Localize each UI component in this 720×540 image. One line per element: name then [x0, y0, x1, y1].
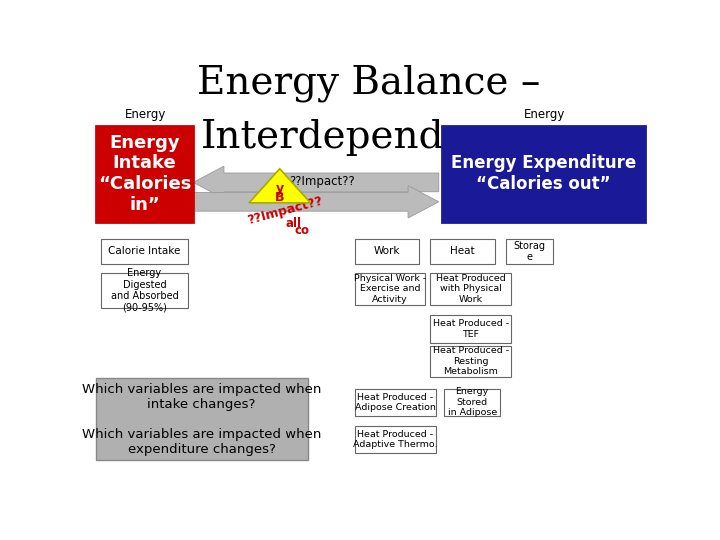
Text: Energy: Energy — [125, 108, 166, 121]
Text: ??Impact??: ??Impact?? — [246, 194, 325, 227]
Text: Which variables are impacted when
intake changes?

Which variables are impacted : Which variables are impacted when intake… — [82, 383, 321, 456]
FancyBboxPatch shape — [355, 273, 425, 305]
FancyBboxPatch shape — [441, 126, 645, 221]
Text: ??Impact??: ??Impact?? — [289, 175, 354, 188]
Text: Calorie Intake: Calorie Intake — [108, 246, 181, 256]
FancyArrow shape — [193, 186, 438, 218]
FancyBboxPatch shape — [431, 346, 511, 377]
Text: Heat: Heat — [450, 246, 474, 256]
Text: Heat Produced -
TEF: Heat Produced - TEF — [433, 319, 509, 339]
Text: Storag
e: Storag e — [513, 241, 546, 262]
FancyBboxPatch shape — [355, 239, 419, 264]
Text: Energy Expenditure
“Calories out”: Energy Expenditure “Calories out” — [451, 154, 636, 193]
Polygon shape — [249, 168, 310, 203]
Text: Energy
Digested
and Absorbed
(90-95%): Energy Digested and Absorbed (90-95%) — [111, 268, 179, 313]
Text: Heat Produced -
Resting
Metabolism: Heat Produced - Resting Metabolism — [433, 347, 509, 376]
FancyBboxPatch shape — [101, 239, 188, 264]
FancyBboxPatch shape — [101, 273, 188, 308]
Text: B: B — [275, 191, 284, 204]
Text: all: all — [286, 217, 302, 230]
FancyBboxPatch shape — [505, 239, 553, 264]
Text: Energy: Energy — [524, 108, 565, 121]
Text: Interdependency: Interdependency — [202, 119, 536, 156]
FancyBboxPatch shape — [96, 126, 193, 221]
Text: Heat Produced
with Physical
Work: Heat Produced with Physical Work — [436, 274, 505, 304]
FancyArrow shape — [193, 166, 438, 199]
FancyBboxPatch shape — [96, 379, 307, 460]
Text: y: y — [276, 181, 284, 195]
FancyBboxPatch shape — [431, 273, 511, 305]
Text: Heat Produced -
Adaptive Thermo.: Heat Produced - Adaptive Thermo. — [354, 430, 438, 449]
Text: co: co — [294, 224, 310, 237]
FancyBboxPatch shape — [431, 315, 511, 342]
FancyBboxPatch shape — [431, 239, 495, 264]
FancyBboxPatch shape — [444, 389, 500, 416]
Text: Work: Work — [374, 246, 400, 256]
Text: Physical Work -
Exercise and
Activity: Physical Work - Exercise and Activity — [354, 274, 426, 304]
Text: Heat Produced -
Adipose Creation: Heat Produced - Adipose Creation — [355, 393, 436, 412]
Text: Energy
Intake
“Calories
in”: Energy Intake “Calories in” — [98, 134, 191, 214]
Text: Energy Balance –: Energy Balance – — [197, 65, 541, 102]
FancyBboxPatch shape — [355, 389, 436, 416]
FancyBboxPatch shape — [355, 426, 436, 454]
Text: Energy
Stored
in Adipose: Energy Stored in Adipose — [448, 387, 497, 417]
